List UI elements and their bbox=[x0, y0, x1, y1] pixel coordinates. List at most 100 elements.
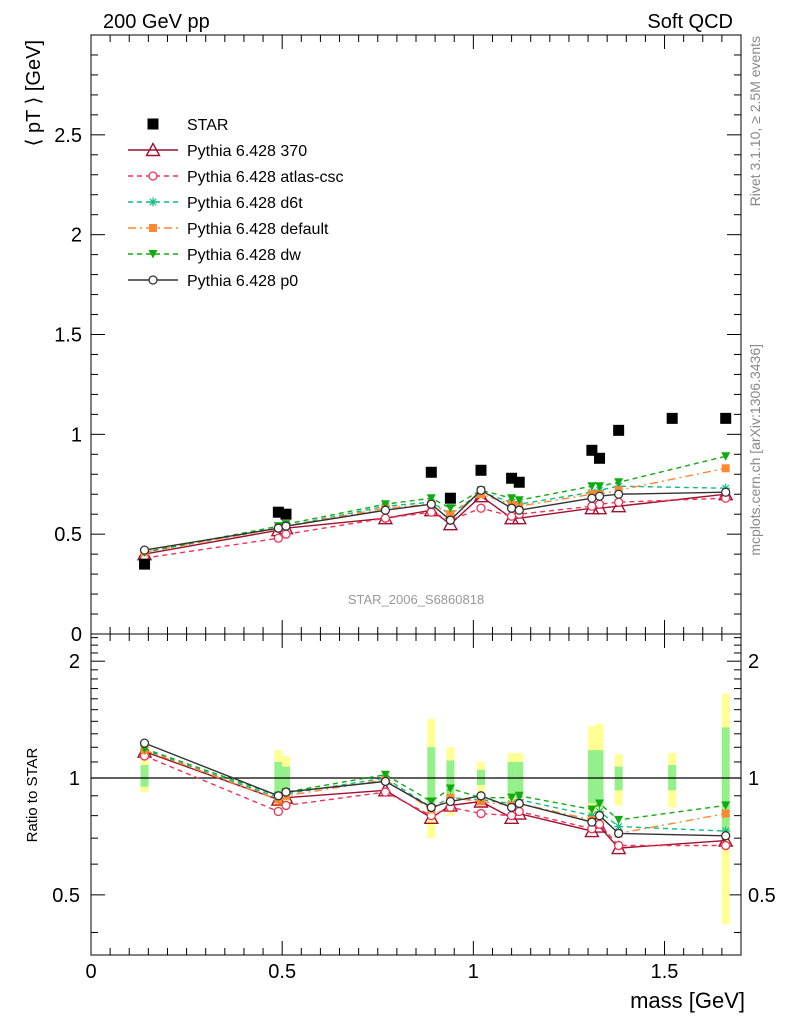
x-tick-label: 1 bbox=[468, 961, 479, 983]
series-point bbox=[476, 485, 486, 495]
x-tick-label: 0 bbox=[85, 961, 96, 983]
rivet-version-label: Rivet 3.1.10, ≥ 2.5M events bbox=[747, 36, 763, 206]
ratio-tick-label-left: 2 bbox=[69, 651, 80, 673]
series-point bbox=[507, 494, 517, 503]
series-point bbox=[613, 489, 624, 499]
series-point bbox=[721, 840, 731, 851]
series-point bbox=[506, 802, 517, 813]
series-point bbox=[426, 797, 436, 807]
legend-entry-label: Pythia 6.428 370 bbox=[187, 143, 307, 160]
uncertainty-band-inner bbox=[140, 765, 149, 787]
legend-entry-label: Pythia 6.428 p0 bbox=[187, 273, 298, 290]
data-point bbox=[139, 558, 151, 570]
uncertainty-band-inner bbox=[507, 761, 516, 796]
series-point bbox=[445, 796, 456, 807]
series-point bbox=[445, 515, 456, 525]
ratio-panel: 0 0.5 1 1.5 0.5 0.5 1 1 2 2 bbox=[52, 633, 776, 983]
y-tick-label: 2 bbox=[71, 225, 82, 247]
series-point bbox=[380, 505, 391, 515]
uncertainty-band-inner bbox=[282, 766, 290, 793]
series-point bbox=[445, 504, 455, 513]
series-point bbox=[273, 791, 284, 801]
series-point bbox=[476, 503, 486, 513]
series-point bbox=[514, 798, 524, 809]
main-panel: 0.5 1 1.5 2 2.5 0 bbox=[54, 34, 742, 646]
y-tick-label: 2.5 bbox=[54, 125, 82, 147]
series-point bbox=[594, 810, 605, 821]
series-point bbox=[380, 776, 391, 787]
series-point bbox=[721, 809, 730, 818]
y-tick-label: 0.5 bbox=[54, 524, 82, 546]
series-point bbox=[721, 452, 731, 461]
series-point bbox=[721, 487, 731, 497]
series-point bbox=[721, 801, 731, 810]
uncertainty-band-inner bbox=[721, 727, 730, 832]
series-point bbox=[721, 464, 730, 473]
series-point bbox=[380, 513, 391, 523]
legend-marker bbox=[145, 142, 161, 157]
series-point bbox=[587, 493, 597, 503]
series-point bbox=[507, 793, 517, 803]
series-point bbox=[426, 494, 436, 503]
series-point bbox=[380, 500, 390, 509]
series-point bbox=[514, 806, 524, 817]
ratio-tick-label-right: 2 bbox=[748, 651, 759, 673]
series-point bbox=[281, 529, 291, 539]
series-point bbox=[595, 482, 605, 491]
series-point bbox=[587, 501, 597, 511]
data-point bbox=[506, 472, 518, 484]
series-point bbox=[613, 497, 624, 507]
legend-marker bbox=[149, 224, 157, 232]
uncertainty-band-inner bbox=[274, 761, 283, 796]
legend-entry-label: Pythia 6.428 default bbox=[187, 221, 329, 238]
series-point bbox=[273, 806, 284, 817]
data-point bbox=[444, 492, 456, 504]
analysis-watermark: STAR_2006_S6860818 bbox=[348, 592, 484, 607]
x-tick-label: 0.5 bbox=[268, 961, 296, 983]
series-point bbox=[426, 802, 436, 813]
series-point bbox=[281, 521, 291, 531]
uncertainty-band-inner bbox=[587, 750, 596, 804]
legend-marker bbox=[148, 197, 158, 207]
series-point bbox=[614, 478, 624, 487]
series-point bbox=[476, 808, 486, 819]
series-point bbox=[426, 499, 436, 509]
series-point bbox=[281, 800, 291, 811]
data-point bbox=[280, 508, 292, 520]
x-axis-label: mass [GeV] bbox=[630, 988, 745, 1013]
legend-entry-label: Pythia 6.428 dw bbox=[187, 247, 301, 264]
series-point bbox=[506, 511, 517, 521]
category-label: Soft QCD bbox=[647, 11, 733, 33]
series-point bbox=[610, 498, 627, 513]
uncertainty-band-inner bbox=[427, 747, 436, 812]
x-tick-label: 1.5 bbox=[651, 961, 679, 983]
legend-marker bbox=[148, 275, 158, 285]
series-point bbox=[595, 799, 605, 808]
uncertainty-band-inner bbox=[446, 760, 455, 800]
series-point bbox=[506, 503, 517, 513]
series-point bbox=[587, 482, 597, 491]
data-point bbox=[513, 476, 525, 488]
uncertainty-band-inner bbox=[477, 769, 485, 785]
data-point bbox=[594, 452, 606, 464]
uncertainty-band-inner bbox=[595, 750, 604, 808]
series-point bbox=[380, 787, 391, 797]
legend-marker bbox=[147, 118, 159, 130]
ratio-tick-label-right: 1 bbox=[748, 768, 759, 790]
series-point bbox=[614, 815, 624, 825]
legend-marker bbox=[148, 250, 158, 259]
ratio-axis-label: Ratio to STAR bbox=[24, 747, 41, 842]
series-point bbox=[506, 810, 517, 821]
series-point bbox=[594, 499, 605, 509]
series-point bbox=[139, 545, 150, 555]
series-point bbox=[426, 507, 436, 517]
legend-entry-label: Pythia 6.428 atlas-csc bbox=[187, 169, 344, 186]
data-point bbox=[475, 464, 487, 476]
legend-entry-label: STAR bbox=[187, 117, 228, 134]
series-point bbox=[446, 510, 455, 519]
series-point bbox=[476, 791, 486, 801]
energy-label: 200 GeV pp bbox=[103, 11, 210, 33]
y-tick-label: 1 bbox=[71, 424, 82, 446]
legend-marker bbox=[148, 171, 158, 181]
